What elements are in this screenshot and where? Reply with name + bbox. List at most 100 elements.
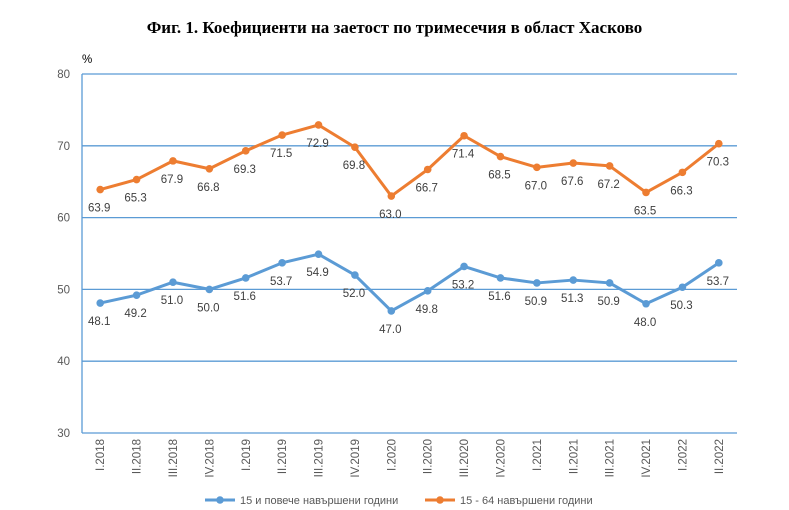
data-label: 53.7	[707, 276, 729, 288]
data-point	[496, 152, 505, 161]
data-point	[460, 131, 468, 140]
x-tick-label: II.2019	[277, 439, 289, 474]
y-tick-label: 70	[57, 141, 70, 153]
data-label: 54.9	[306, 267, 328, 279]
data-point	[715, 259, 723, 267]
data-label: 50.9	[597, 296, 619, 308]
data-point	[351, 271, 359, 279]
data-label: 67.6	[561, 176, 583, 188]
data-label: 63.0	[379, 209, 401, 221]
data-point	[278, 259, 286, 267]
legend-marker	[216, 496, 224, 504]
data-point	[569, 276, 578, 284]
data-point	[423, 287, 432, 295]
data-label: 69.3	[234, 164, 256, 176]
data-label: 50.3	[670, 300, 692, 312]
data-label: 65.3	[124, 193, 146, 205]
data-label: 51.3	[561, 293, 583, 305]
data-label: 67.0	[525, 180, 547, 192]
legend-label: 15 - 64 навършени години	[460, 495, 593, 507]
data-label: 50.9	[525, 296, 547, 308]
data-label: 67.9	[161, 174, 183, 186]
data-label: 68.5	[488, 170, 510, 182]
x-tick-label: IV.2019	[350, 439, 362, 478]
data-label: 48.1	[88, 316, 110, 328]
y-tick-label: 50	[57, 284, 70, 296]
data-label: 66.7	[415, 182, 437, 194]
x-tick-label: IV.2021	[641, 439, 653, 478]
data-label: 53.2	[452, 279, 474, 291]
x-tick-label: II.2020	[423, 439, 435, 474]
x-tick-label: I.2018	[95, 439, 107, 471]
data-point	[605, 162, 614, 170]
x-tick-label: I.2019	[241, 439, 253, 471]
data-label: 66.8	[197, 182, 219, 194]
data-label: 50.0	[197, 302, 219, 314]
data-label: 48.0	[634, 317, 656, 329]
data-label: 49.8	[415, 304, 437, 316]
data-point	[205, 285, 214, 294]
data-point	[423, 165, 432, 174]
data-point	[205, 164, 214, 173]
y-tick-label: 30	[57, 428, 70, 440]
x-tick-label: II.2021	[568, 439, 580, 474]
data-label: 72.9	[306, 138, 328, 150]
x-tick-label: III.2021	[605, 439, 617, 477]
data-point	[132, 175, 141, 184]
data-point	[460, 262, 468, 271]
data-label: 63.5	[634, 205, 656, 217]
series-line	[99, 123, 720, 198]
data-point	[132, 291, 141, 299]
data-label: 70.3	[707, 157, 729, 169]
data-label: 67.2	[597, 179, 619, 191]
data-label: 52.0	[343, 288, 365, 300]
legend-marker	[436, 496, 444, 504]
data-point	[533, 163, 541, 172]
data-point	[533, 279, 541, 287]
x-tick-label: IV.2020	[495, 439, 507, 478]
data-point	[278, 131, 286, 139]
x-tick-label: I.2022	[677, 439, 689, 471]
x-tick-label: III.2018	[168, 439, 180, 477]
data-label: 51.0	[161, 295, 183, 307]
y-tick-label: 80	[57, 69, 70, 81]
legend-label: 15 и повече навършени години	[240, 495, 398, 507]
y-tick-label: 60	[57, 213, 70, 225]
data-point	[169, 157, 177, 165]
data-point	[96, 185, 104, 194]
x-tick-label: I.2021	[532, 439, 544, 471]
x-tick-label: IV.2018	[204, 439, 216, 478]
data-label: 71.4	[452, 149, 475, 161]
y-tick-label: 40	[57, 356, 70, 368]
data-point	[678, 168, 687, 177]
data-label: 49.2	[124, 308, 146, 320]
data-point	[605, 279, 614, 287]
series-line	[99, 252, 720, 313]
data-label: 71.5	[270, 148, 292, 160]
data-point	[387, 307, 396, 315]
data-label: 63.9	[88, 203, 110, 215]
x-tick-label: II.2018	[132, 439, 144, 474]
data-point	[715, 139, 723, 148]
data-point	[496, 274, 505, 282]
data-label: 69.8	[343, 160, 365, 172]
data-point	[642, 188, 650, 197]
data-point	[241, 147, 250, 155]
data-point	[387, 192, 396, 200]
x-tick-label: II.2022	[714, 439, 726, 474]
data-point	[569, 159, 578, 167]
x-tick-label: III.2019	[314, 439, 326, 477]
data-point	[678, 283, 687, 292]
chart-title: Фиг. 1. Коефициенти на заетост по тримес…	[146, 18, 643, 37]
x-tick-label: III.2020	[459, 439, 471, 477]
data-point	[314, 250, 323, 259]
data-point	[169, 278, 177, 287]
data-label: 47.0	[379, 324, 401, 336]
y-axis-label: %	[82, 54, 92, 66]
x-tick-label: I.2020	[386, 439, 398, 471]
data-point	[642, 299, 650, 308]
data-label: 51.6	[234, 291, 256, 303]
data-point	[351, 143, 359, 152]
data-point	[241, 274, 250, 282]
